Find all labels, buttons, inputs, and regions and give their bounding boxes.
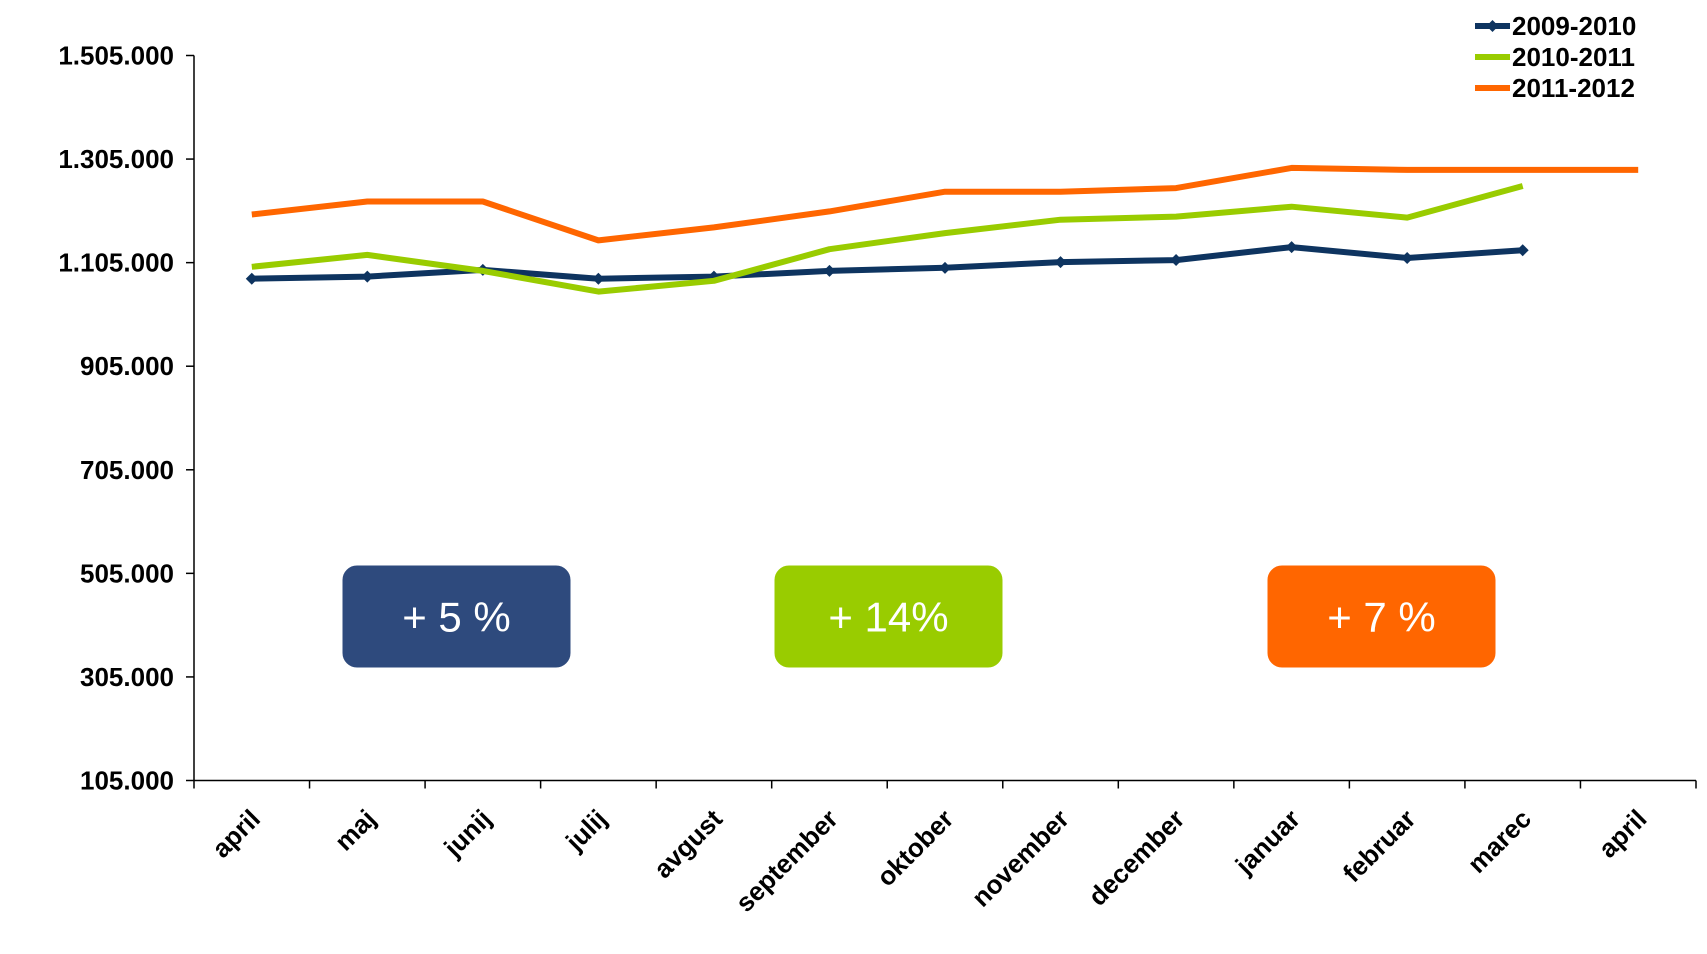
- annotation-box: [1267, 565, 1496, 668]
- x-tick-label: december: [1082, 804, 1190, 912]
- y-tick-label: 905.000: [80, 351, 174, 381]
- annotation-box: [342, 565, 571, 668]
- series-line: [251, 164, 1639, 244]
- legend-label: 2009-2010: [1512, 11, 1636, 41]
- data-point: [1054, 256, 1067, 269]
- y-tick-label: 105.000: [80, 766, 174, 796]
- annotation-text: + 7 %: [1327, 594, 1436, 641]
- data-point: [1285, 241, 1298, 254]
- x-tick-label: julij: [559, 804, 613, 858]
- x-tick-label: november: [966, 804, 1075, 913]
- legend-label: 2010-2011: [1512, 42, 1635, 72]
- y-tick-label: 305.000: [80, 662, 174, 692]
- annotation-text: + 14%: [828, 594, 948, 641]
- legend-label: 2011-2012: [1512, 73, 1635, 103]
- data-point: [361, 270, 374, 283]
- y-tick-label: 1.505.000: [58, 41, 174, 71]
- data-point: [1516, 244, 1529, 257]
- x-tick-label: maj: [329, 804, 382, 857]
- annotation-text: + 5 %: [402, 594, 511, 641]
- data-point: [939, 261, 951, 274]
- x-tick-label: februar: [1337, 804, 1422, 889]
- series-line: [251, 183, 1524, 295]
- x-tick-label: junij: [437, 804, 497, 864]
- data-point: [245, 272, 258, 285]
- x-tick-label: oktober: [871, 804, 960, 893]
- y-tick-label: 1.305.000: [58, 144, 174, 174]
- data-point: [1401, 251, 1414, 264]
- data-point: [823, 264, 836, 277]
- annotation-box: [774, 565, 1003, 668]
- y-tick-label: 1.105.000: [58, 248, 174, 278]
- data-point: [1170, 254, 1183, 267]
- x-tick-label: april: [206, 804, 266, 864]
- x-tick-label: januar: [1229, 804, 1306, 881]
- x-tick-label: marec: [1462, 804, 1537, 879]
- legend-marker: [1486, 20, 1499, 32]
- x-tick-label: september: [730, 804, 844, 918]
- y-tick-label: 705.000: [80, 455, 174, 485]
- x-tick-label: april: [1592, 804, 1652, 864]
- x-tick-label: avgust: [648, 803, 729, 884]
- y-tick-label: 505.000: [80, 558, 174, 588]
- data-point: [592, 272, 605, 285]
